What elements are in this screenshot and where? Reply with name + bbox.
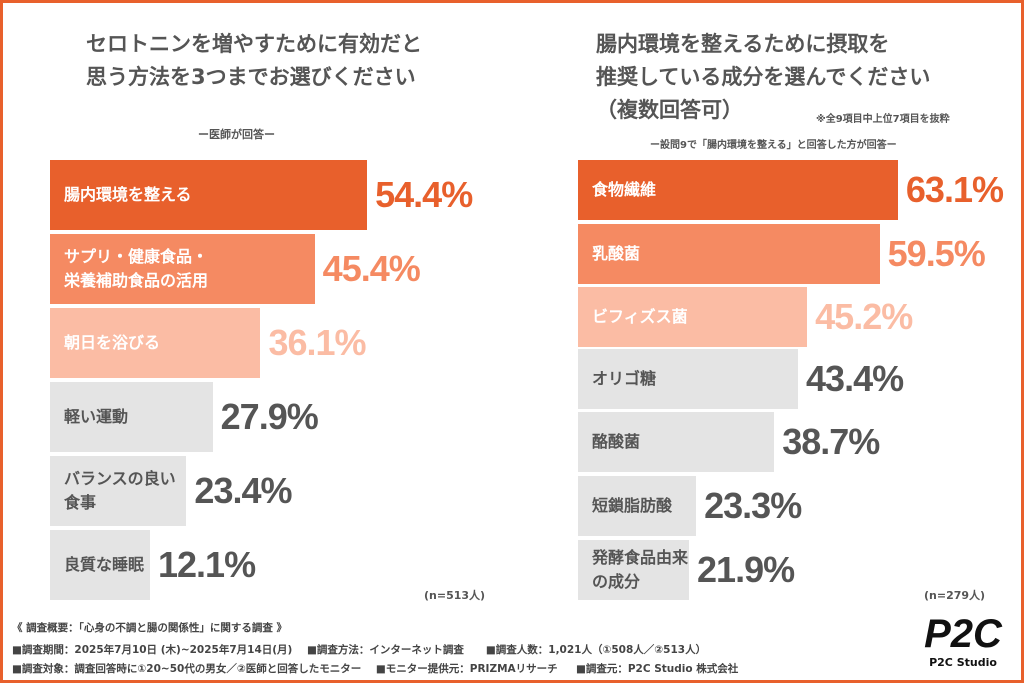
left-chart-title: セロトニンを増やすために有効だと 思う方法を3つまでお選びください <box>86 28 422 94</box>
bar-label: 食物繊維 <box>592 178 656 202</box>
value-label: 36.1% <box>268 322 366 363</box>
value-label: 23.3% <box>704 485 802 526</box>
survey-method: ■調査方法：インターネット調査 <box>306 644 464 656</box>
value-label: 27.9% <box>220 396 319 437</box>
bar-right-0: 食物繊維 <box>578 160 898 220</box>
bar-label-line: 栄養補助食品の活用 <box>64 271 209 290</box>
bar-left-1: サプリ・健康食品・ 栄養補助食品の活用 <box>50 234 315 304</box>
bar-right-1: 乳酸菌 <box>578 224 880 284</box>
title-line: （複数回答可） <box>596 98 743 122</box>
bar-label-line: 短鎖脂肪酸 <box>592 496 673 515</box>
bar-right-2: ビフィズス菌 <box>578 287 808 347</box>
value-label: 45.2% <box>815 296 913 337</box>
right-chart-note: ※全9項目中上位7項目を抜粋 <box>816 114 950 125</box>
bar-label: オリゴ糖 <box>592 367 656 391</box>
bar-label-line: 乳酸菌 <box>592 244 641 263</box>
footer-survey-title: 《 調査概要：「心身の不調と腸の関係性」に関する調査 》 <box>12 622 288 634</box>
right-chart-title: 腸内環境を整えるために摂取を 推奨している成分を選んでください （複数回答可） <box>596 28 930 127</box>
bar-label: 乳酸菌 <box>592 242 640 266</box>
bar-left-0: 腸内環境を整える <box>50 160 368 230</box>
bar-label-line: 酪酸菌 <box>592 432 641 451</box>
bar-label-line: 発酵食品由来の成分 <box>592 548 689 591</box>
bar-right-3: オリゴ糖 <box>578 349 799 409</box>
bar-label-line: バランスの良い食事 <box>64 469 176 512</box>
logo-text: P2C Studio <box>929 656 997 669</box>
left-sample-size: (n=513人) <box>424 589 486 602</box>
survey-source: ■調査元：P2C Studio 株式会社 <box>575 663 739 675</box>
bar-label: 短鎖脂肪酸 <box>592 494 672 518</box>
bar-label-line: 良質な睡眠 <box>64 555 145 574</box>
bar-label-line: サプリ・健康食品・ <box>64 247 209 266</box>
footer-line2: ■調査期間：2025年7月10日 (木)~2025年7月14日(月) ■調査方法… <box>12 642 706 657</box>
bar-label: サプリ・健康食品・ 栄養補助食品の活用 <box>64 245 208 293</box>
title-line: 推奨している成分を選んでください <box>596 65 931 89</box>
bar-left-4: バランスの良い食事 <box>50 456 187 526</box>
bar-label-line: オリゴ糖 <box>592 369 657 388</box>
value-label: 12.1% <box>158 544 256 585</box>
bar-label-line: 腸内環境を整える <box>64 185 192 204</box>
value-label: 43.4% <box>806 358 904 399</box>
right-sample-size: (n=279人) <box>924 589 986 602</box>
bar-left-5: 良質な睡眠 <box>50 530 150 600</box>
bar-label-line: ビフィズス菌 <box>592 307 688 326</box>
bar-label: 良質な睡眠 <box>64 553 144 577</box>
title-line: 思う方法を3つまでお選びください <box>86 65 416 89</box>
value-label: 38.7% <box>782 421 880 462</box>
bar-label-line: 朝日を浴びる <box>64 333 161 352</box>
value-label: 21.9% <box>697 549 795 590</box>
p2c-studio-logo: P2C P2C Studio <box>918 612 1008 669</box>
bar-left-3: 軽い運動 <box>50 382 213 452</box>
bar-label: 酪酸菌 <box>592 430 640 454</box>
bar-left-2: 朝日を浴びる <box>50 308 261 378</box>
value-label: 45.4% <box>322 248 421 289</box>
value-label: 23.4% <box>194 470 292 511</box>
bar-label: 腸内環境を整える <box>64 183 192 207</box>
bar-label: 発酵食品由来の成分 <box>592 546 689 594</box>
bar-label: ビフィズス菌 <box>592 305 688 329</box>
monitor-provider: ■モニター提供元：PRIZMAリサーチ <box>375 663 558 675</box>
bar-label: 朝日を浴びる <box>64 331 160 355</box>
bar-label-line: 軽い運動 <box>64 407 129 426</box>
value-label: 63.1% <box>905 169 1004 210</box>
value-label: 59.5% <box>887 233 986 274</box>
survey-target: ■調査対象：調査回答時に①20~50代の男女／②医師と回答したモニター <box>12 663 362 675</box>
bar-right-4: 酪酸菌 <box>578 412 775 472</box>
value-label: 54.4% <box>375 174 473 215</box>
survey-count: ■調査人数：1,021人（①508人／②513人） <box>485 644 707 656</box>
bar-label: バランスの良い食事 <box>64 467 186 515</box>
bar-right-5: 短鎖脂肪酸 <box>578 476 697 536</box>
logo-mark: P2C <box>924 612 1002 656</box>
title-line: 腸内環境を整えるために摂取を <box>596 32 890 56</box>
bar-label-line: 食物繊維 <box>592 180 657 199</box>
bar-right-6: 発酵食品由来の成分 <box>578 540 690 600</box>
right-chart-subtitle: ー設問9で「腸内環境を整える」と回答した方が回答ー <box>650 140 897 151</box>
left-chart-subtitle: ー医師が回答ー <box>198 128 275 141</box>
title-line: セロトニンを増やすために有効だと <box>86 32 422 56</box>
survey-period: ■調査期間：2025年7月10日 (木)~2025年7月14日(月) <box>12 644 293 656</box>
bar-label: 軽い運動 <box>64 405 128 429</box>
footer-line3: ■調査対象：調査回答時に①20~50代の男女／②医師と回答したモニター ■モニタ… <box>12 661 738 676</box>
